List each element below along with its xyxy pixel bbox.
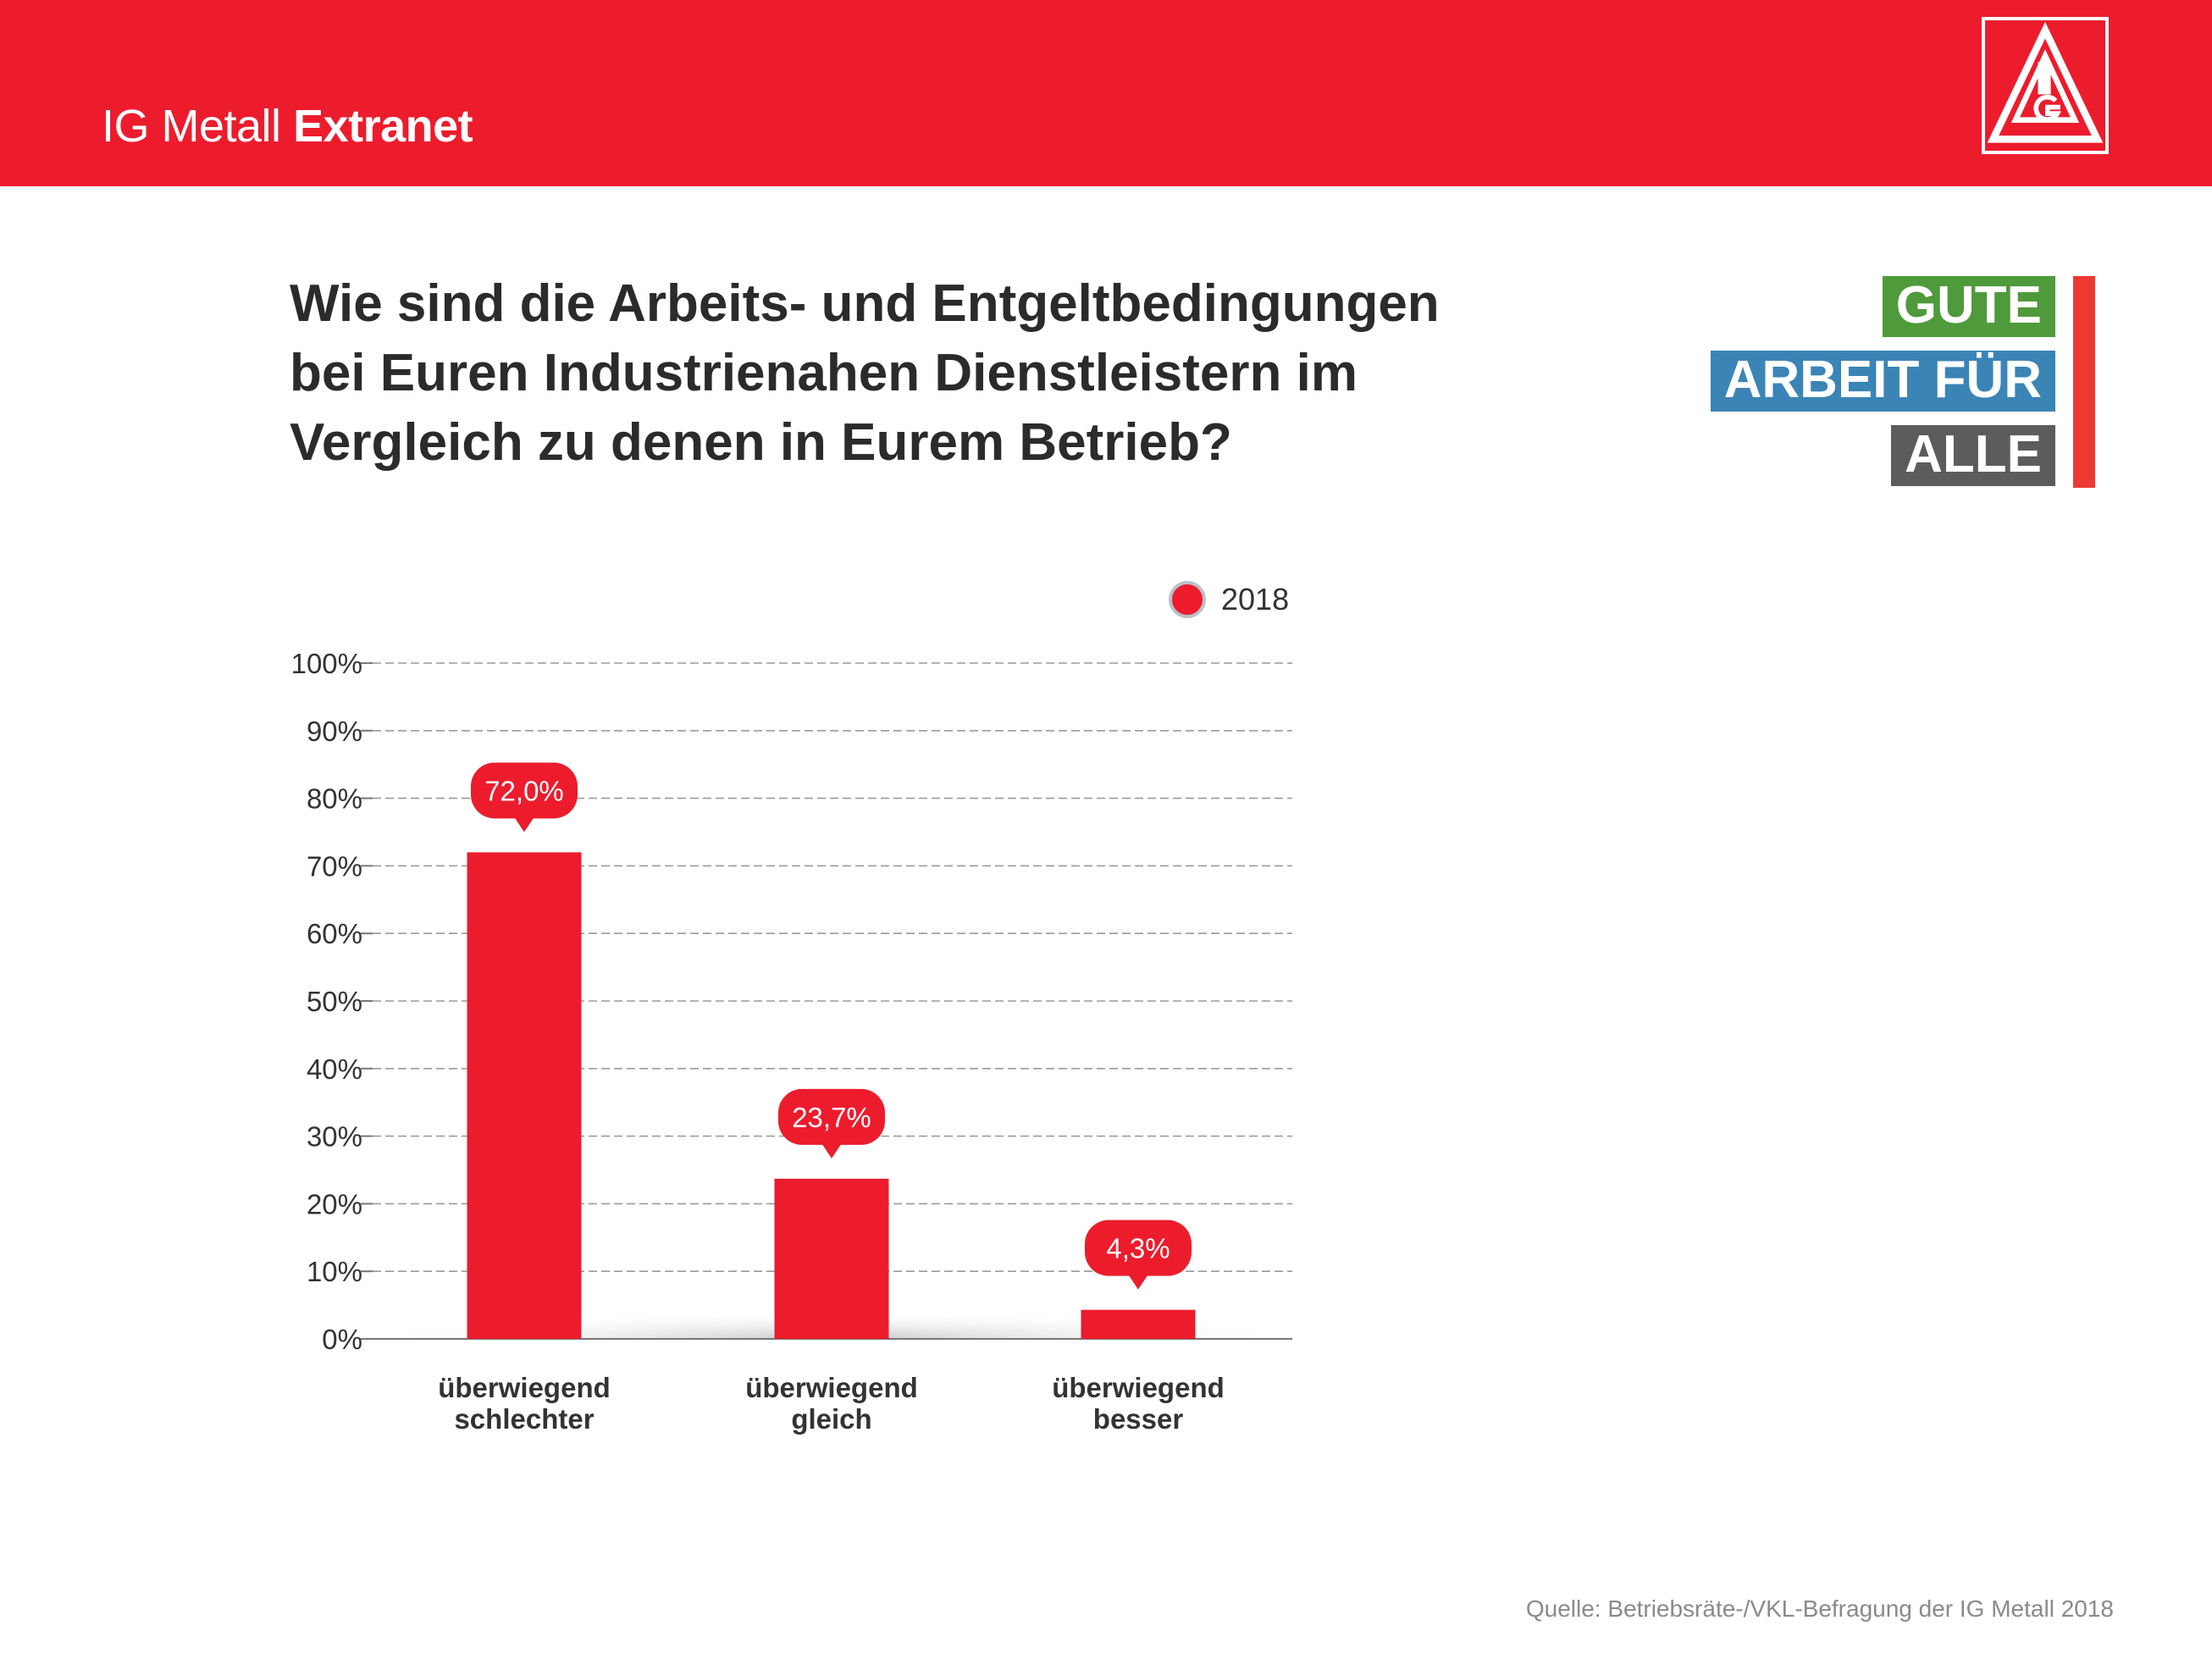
y-tick-label: 80% <box>307 783 362 815</box>
campaign-accent-bar <box>2073 276 2095 488</box>
y-tick-label: 70% <box>307 850 362 882</box>
data-label-pointer <box>1128 1274 1148 1290</box>
brand-extranet: Extranet <box>293 101 473 152</box>
y-tick-label: 10% <box>307 1256 362 1287</box>
header-bar: IG Metall Extranet <box>0 0 2212 186</box>
x-category-label: überwiegend <box>1052 1372 1225 1403</box>
data-label: 72,0% <box>484 775 564 806</box>
data-label-pointer <box>821 1142 842 1159</box>
x-category-label: gleich <box>791 1403 871 1435</box>
y-tick-label: 100% <box>291 648 362 679</box>
y-tick-label: 50% <box>307 986 362 1017</box>
gute-arbeit-campaign-logo: GUTE ARBEIT FÜR ALLE <box>1710 276 2109 488</box>
data-label-bubble <box>778 1088 885 1145</box>
data-label-bubble <box>1085 1219 1192 1276</box>
data-label: 4,3% <box>1106 1233 1170 1264</box>
x-category-label: überwiegend <box>745 1372 918 1403</box>
y-tick-label: 90% <box>307 716 362 747</box>
legend-label-2018: 2018 <box>1221 582 1290 617</box>
campaign-gute: GUTE <box>1882 276 2055 337</box>
ig-metall-logo-icon <box>1982 17 2109 154</box>
brand-name: IG Metall <box>102 101 281 152</box>
brand-title: IG Metall Extranet <box>102 100 473 152</box>
question-line-1: Wie sind die Arbeits- und Entgeltbedingu… <box>290 274 1440 333</box>
y-tick-label: 0% <box>322 1324 362 1355</box>
logo-triangle-icon <box>1987 21 2104 143</box>
bar <box>467 852 582 1339</box>
chart-question-title: Wie sind die Arbeits- und Entgeltbedingu… <box>290 269 1475 478</box>
y-tick-label: 60% <box>307 918 362 949</box>
data-label: 23,7% <box>792 1102 871 1133</box>
source-note: Quelle: Betriebsräte-/VKL-Befragung der … <box>1525 1595 2114 1622</box>
x-category-label: besser <box>1093 1403 1184 1435</box>
bar <box>1081 1309 1196 1339</box>
legend-marker-2018 <box>1169 581 1206 618</box>
y-tick-label: 20% <box>307 1188 362 1219</box>
question-line-3: Vergleich zu denen in Eurem Betrieb? <box>290 413 1232 472</box>
x-category-label: überwiegend <box>438 1372 611 1403</box>
x-category-label: schlechter <box>454 1403 594 1435</box>
y-tick-label: 40% <box>307 1053 362 1085</box>
data-label-pointer <box>514 816 534 832</box>
bar <box>774 1178 889 1339</box>
question-line-2: bei Euren Industrienahen Dienstleistern … <box>290 344 1358 402</box>
data-label-bubble <box>471 762 578 819</box>
campaign-alle: ALLE <box>1891 425 2055 486</box>
campaign-arbeit-fuer: ARBEIT FÜR <box>1710 351 2055 412</box>
chart-legend: 2018 <box>1169 578 1289 622</box>
y-tick-label: 30% <box>307 1121 362 1153</box>
